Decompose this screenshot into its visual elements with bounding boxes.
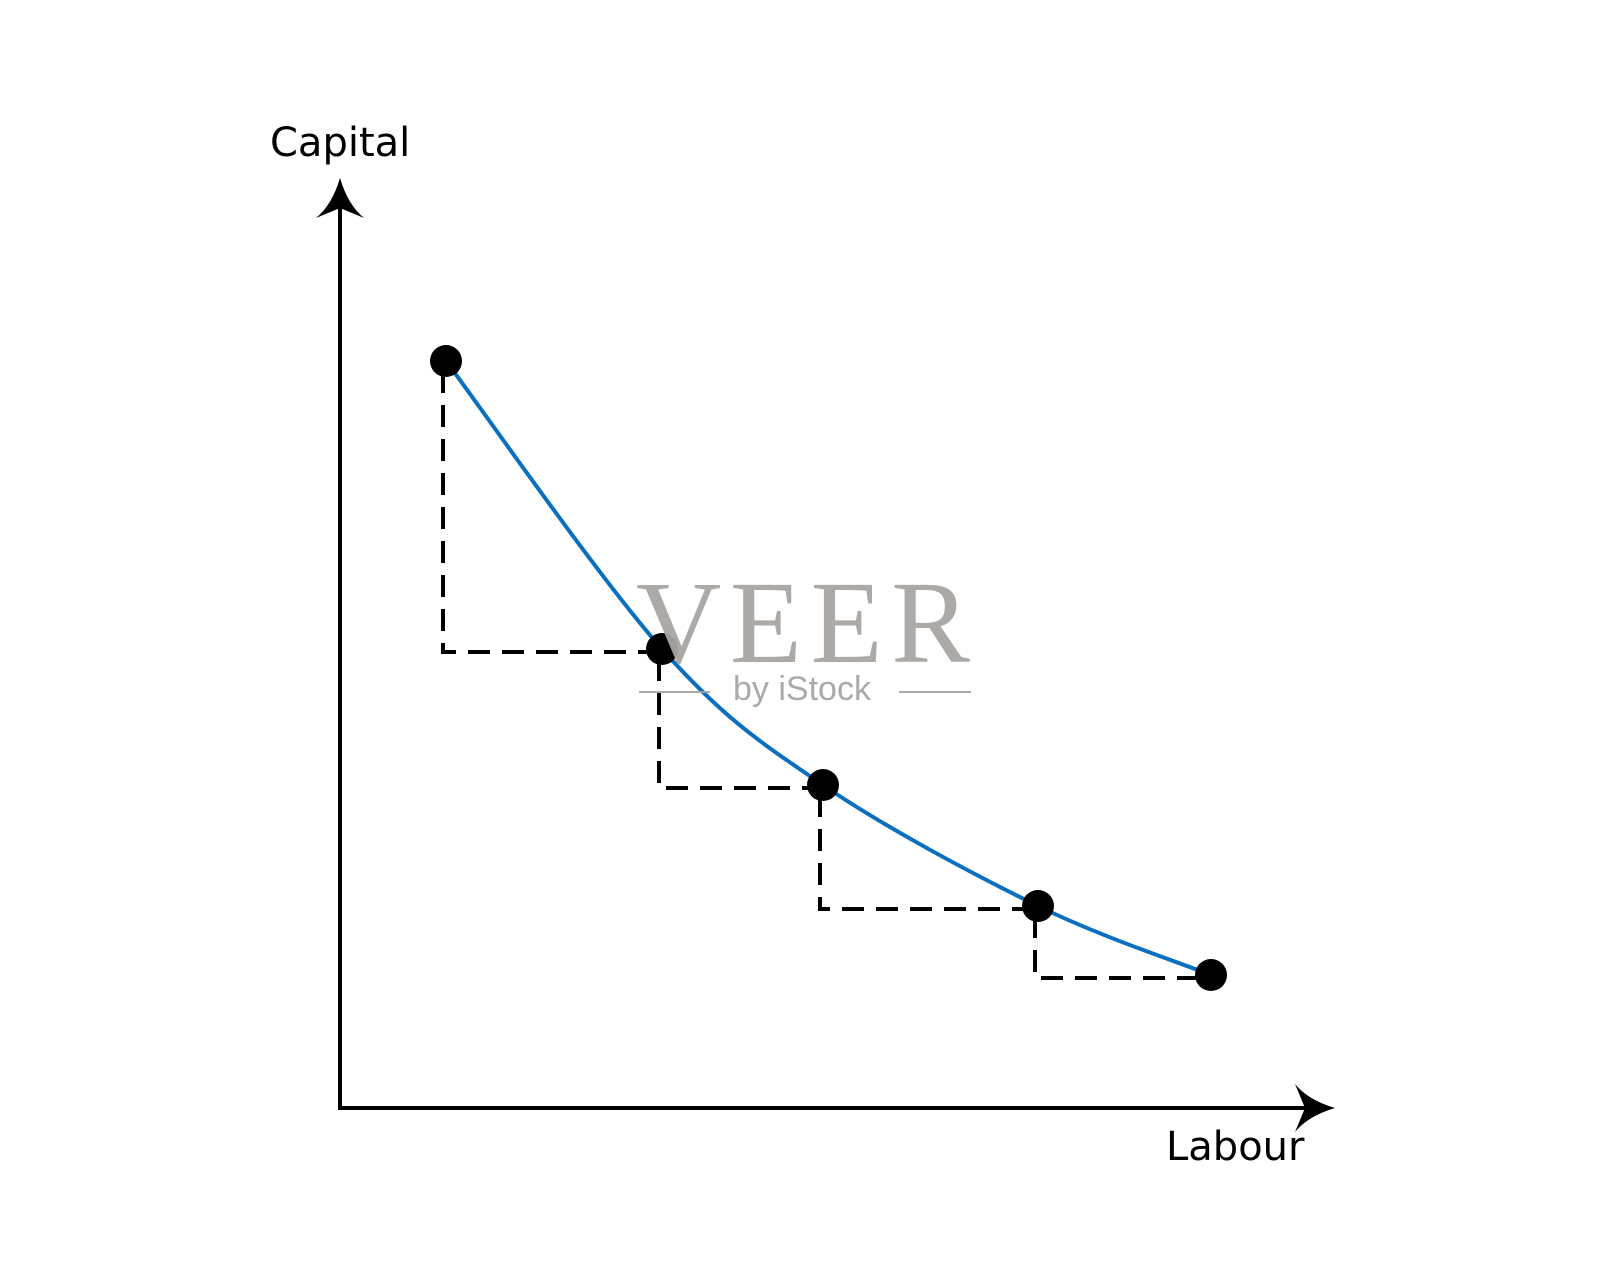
curve-point-4 — [1022, 890, 1054, 922]
watermark-brand: VEER — [636, 557, 970, 688]
curve-point-2 — [646, 633, 678, 665]
y-axis-arrowhead — [316, 178, 364, 218]
curve-points — [430, 345, 1227, 991]
dashed-step-guides — [441, 371, 1211, 980]
step-guide-4 — [1033, 916, 1211, 980]
step-guide-3 — [818, 795, 1038, 911]
curve-point-5 — [1195, 959, 1227, 991]
watermark: VEER by iStock — [636, 557, 971, 708]
step-guide-1 — [441, 371, 662, 654]
step-guide-2 — [657, 659, 823, 790]
watermark-tagline: by iStock — [733, 670, 872, 708]
x-axis-label: Labour — [1166, 1124, 1305, 1170]
curve-point-1 — [430, 345, 462, 377]
curve-point-3 — [807, 769, 839, 801]
y-axis-label: Capital — [270, 120, 410, 166]
x-axis-arrowhead — [1295, 1084, 1335, 1132]
